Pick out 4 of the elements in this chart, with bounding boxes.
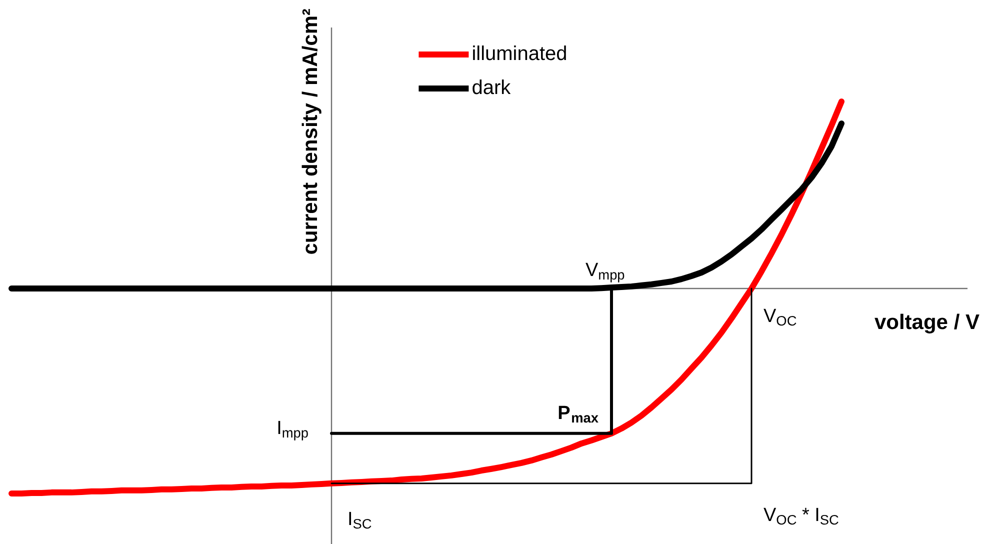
x-axis-title: voltage / V xyxy=(874,310,980,334)
y-axis-title: current density / mA/cm² xyxy=(299,8,322,255)
legend-label: illuminated xyxy=(472,42,568,66)
legend-label: dark xyxy=(472,76,511,100)
